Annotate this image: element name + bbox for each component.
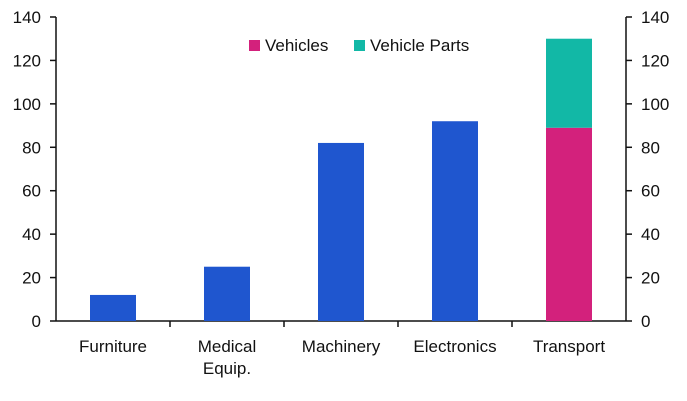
left-y-tick-label: 60 xyxy=(22,182,41,201)
left-y-tick-label: 20 xyxy=(22,269,41,288)
category-label: Machinery xyxy=(302,337,381,356)
category-labels: Furniture Medical Equip. Machinery Electroni… xyxy=(79,337,605,378)
bar-furniture xyxy=(90,294,136,321)
category-label: Electronics xyxy=(413,337,496,356)
legend: Vehicles Vehicle Parts xyxy=(249,36,469,55)
right-y-tick-label: 140 xyxy=(641,8,669,27)
legend-label-vehicle-parts: Vehicle Parts xyxy=(370,36,469,55)
bar-medical-equip xyxy=(204,266,250,321)
right-y-tick-label: 0 xyxy=(641,312,650,331)
bar-machinery xyxy=(318,142,364,321)
category-label: Transport xyxy=(533,337,605,356)
bar-electronics xyxy=(432,121,478,321)
right-y-tick-label: 60 xyxy=(641,182,660,201)
right-y-tick-label: 100 xyxy=(641,95,669,114)
right-y-tick-label: 120 xyxy=(641,51,669,70)
left-y-tick-label: 80 xyxy=(22,138,41,157)
legend-label-vehicles: Vehicles xyxy=(265,36,328,55)
category-label: Medical xyxy=(198,337,257,356)
left-y-tick-label: 140 xyxy=(13,8,41,27)
left-y-tick-label: 100 xyxy=(13,95,41,114)
right-y-tick-label: 80 xyxy=(641,138,660,157)
axes: 0 0 20 20 40 40 60 60 80 80 100 100 120 120 140 140 xyxy=(13,8,670,331)
legend-swatch-vehicles xyxy=(249,40,260,51)
left-y-tick-label: 40 xyxy=(22,225,41,244)
category-label: Equip. xyxy=(203,359,251,378)
right-y-tick-label: 20 xyxy=(641,269,660,288)
left-y-tick-label: 120 xyxy=(13,51,41,70)
right-y-tick-label: 40 xyxy=(641,225,660,244)
left-y-tick-label: 0 xyxy=(32,312,41,331)
category-label: Furniture xyxy=(79,337,147,356)
bar-transport-vehicles xyxy=(546,127,592,321)
bars xyxy=(90,38,592,321)
bar-transport-vehicle-parts xyxy=(546,38,592,128)
legend-swatch-vehicle-parts xyxy=(354,40,365,51)
